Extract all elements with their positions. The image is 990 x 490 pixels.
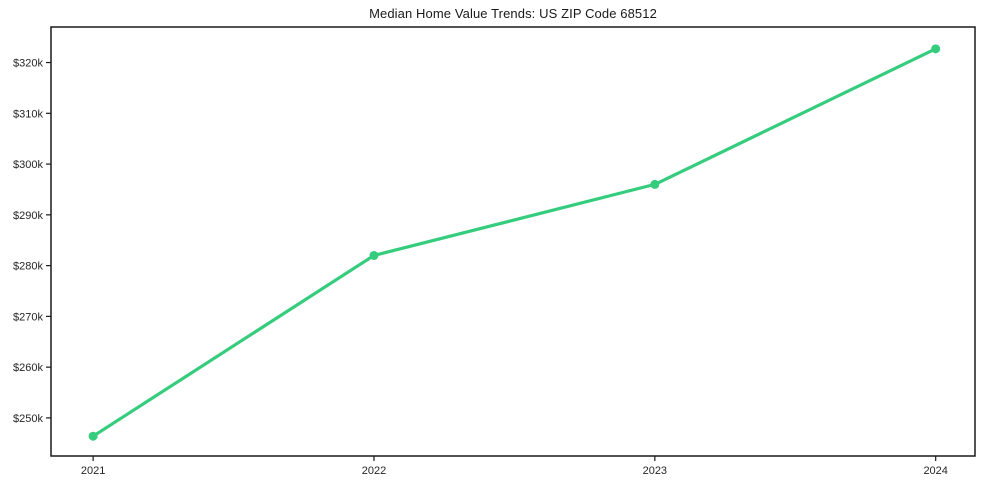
x-tick-label: 2023 (643, 465, 667, 477)
y-tick-label: $270k (13, 311, 43, 323)
x-tick-label: 2022 (362, 465, 386, 477)
data-point (931, 44, 941, 54)
y-tick-label: $300k (13, 159, 43, 171)
y-tick-label: $320k (13, 58, 43, 70)
data-point (650, 179, 660, 189)
trend-line (91, 47, 938, 438)
data-point (369, 250, 379, 260)
y-tick-label: $310k (13, 108, 43, 120)
x-tick-label: 2024 (923, 465, 947, 477)
y-tick-label: $290k (13, 210, 43, 222)
y-tick-label: $250k (13, 413, 43, 425)
plot-border (50, 26, 976, 457)
x-tick-label: 2021 (81, 465, 105, 477)
data-point (88, 431, 98, 441)
y-tick-label: $260k (13, 362, 43, 374)
y-tick-label: $280k (13, 261, 43, 273)
chart-title: Median Home Value Trends: US ZIP Code 68… (369, 6, 657, 21)
